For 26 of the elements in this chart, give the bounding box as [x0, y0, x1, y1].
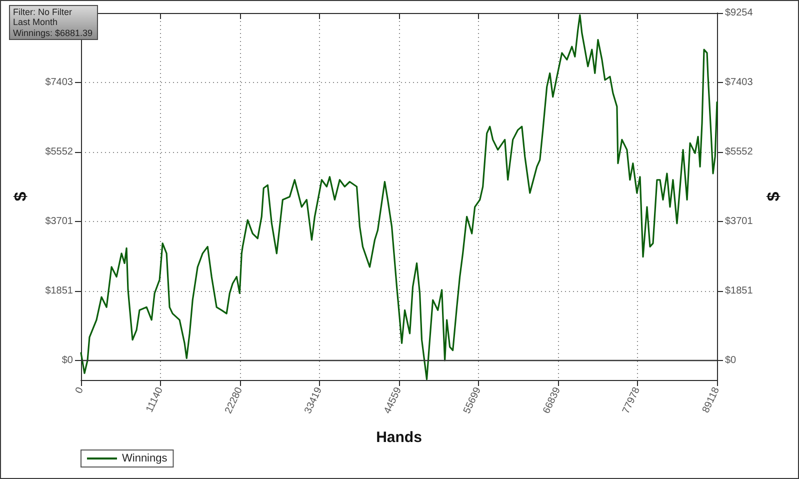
y2-tick-label: $1851 — [725, 285, 754, 296]
x-tick-label: 77978 — [620, 385, 643, 416]
y-tick-label: $3701 — [45, 216, 74, 228]
x-tick-label: 33419 — [302, 385, 325, 416]
y2-axis-title: $ — [764, 191, 783, 202]
x-tick-label: 22280 — [223, 385, 246, 416]
annotation: Winnings: $6881.39 — [13, 28, 93, 38]
y-tick-label: $1851 — [45, 285, 74, 296]
y2-tick-label: $7403 — [725, 77, 754, 88]
y2-tick-label: $0 — [725, 354, 737, 366]
y2-tick-label: $9254 — [725, 8, 754, 18]
x-tick-label: 11140 — [144, 385, 166, 414]
y-tick-label: $5552 — [45, 146, 74, 158]
x-tick-label: 44559 — [382, 385, 404, 416]
x-tick-label: 89118 — [700, 385, 722, 415]
x-tick-label: 0 — [74, 385, 86, 396]
info-box: Filter: No Filter Last Month Winnings: $6881.39 — [9, 5, 98, 40]
x-axis-title: Hands — [376, 429, 422, 446]
y-tick-label: $7403 — [45, 77, 74, 88]
x-tick-label: 66839 — [541, 385, 564, 416]
y-axis-title: $ — [11, 191, 30, 202]
x-tick-label: 55699 — [462, 385, 484, 416]
y-tick-label: $0 — [62, 354, 74, 366]
legend-label: Winnings — [122, 452, 168, 464]
y2-tick-label: $5552 — [725, 146, 754, 158]
y2-tick-label: $3701 — [725, 216, 754, 228]
